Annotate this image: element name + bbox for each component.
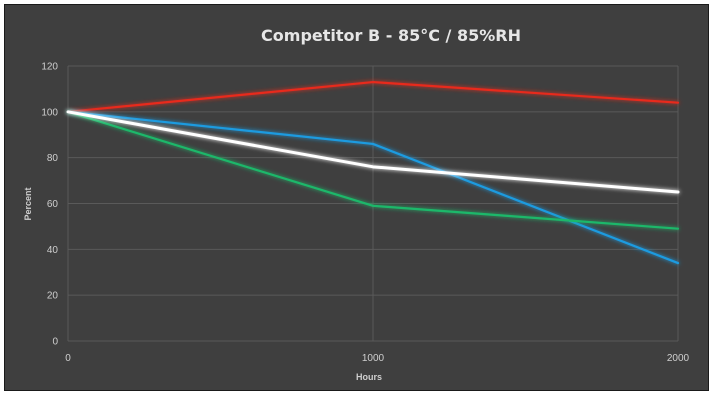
x-tick-label: 2000 (667, 353, 690, 364)
x-axis-label: Hours (356, 372, 382, 382)
y-tick-label: 20 (47, 291, 59, 302)
series-line-1 (66, 80, 680, 113)
y-axis-label: Percent (23, 187, 33, 220)
tick-labels: 0 20 40 60 80 100 120 0 1000 2000 (41, 62, 689, 365)
series-line-4 (66, 110, 680, 194)
grid-lines (67, 65, 679, 342)
y-tick-label: 40 (47, 245, 59, 256)
y-tick-label: 100 (41, 107, 58, 118)
series-line-2 (66, 110, 680, 265)
x-tick-label: 1000 (362, 353, 385, 364)
chart-title: Competitor B - 85°C / 85%RH (261, 26, 521, 45)
series-lines (66, 80, 680, 343)
y-tick-label: 60 (47, 199, 59, 210)
series-line-3 (66, 110, 680, 230)
y-tick-label: 120 (41, 62, 58, 73)
line-chart: 0 20 40 60 80 100 120 0 1000 2000 Competitor B - … (23, 26, 690, 382)
chart-frame: 0 20 40 60 80 100 120 0 1000 2000 Competitor B - … (4, 4, 709, 391)
y-tick-label: 80 (47, 153, 59, 164)
x-tick-label: 0 (65, 353, 71, 364)
y-tick-label: 0 (52, 337, 58, 348)
